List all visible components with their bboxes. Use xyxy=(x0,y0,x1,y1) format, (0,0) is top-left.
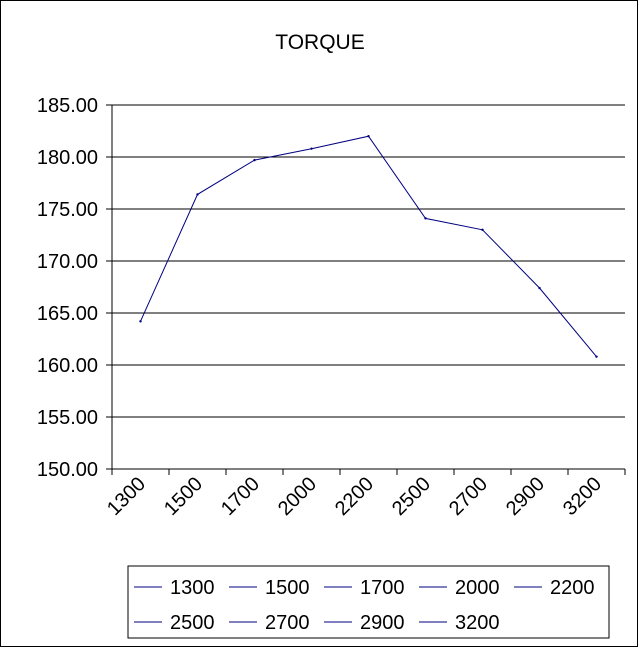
legend-label: 2000 xyxy=(455,577,500,599)
x-tick-label: 2200 xyxy=(331,473,378,520)
data-point xyxy=(253,158,256,162)
data-point xyxy=(310,147,313,150)
legend-label: 1500 xyxy=(265,577,310,599)
legend-label: 1300 xyxy=(170,577,215,599)
data-point xyxy=(424,217,427,220)
y-tick-label: 155.00 xyxy=(37,407,98,429)
legend-box xyxy=(127,565,610,639)
x-tick-label: 2700 xyxy=(445,473,492,520)
x-tick-label: 1700 xyxy=(217,473,264,520)
data-point xyxy=(538,286,541,290)
series-line xyxy=(140,135,597,358)
legend-label: 3200 xyxy=(455,612,500,634)
legend-label: 1700 xyxy=(360,577,405,599)
y-tick-label: 175.00 xyxy=(37,199,98,221)
data-point xyxy=(595,355,598,358)
legend-label: 2700 xyxy=(265,612,310,634)
y-tick-label: 170.00 xyxy=(37,251,98,273)
data-point xyxy=(139,320,142,323)
plot-area: 150.00 155.00 160.00 165.00 170.00 175.00 180.… xyxy=(37,95,626,520)
data-point xyxy=(196,193,199,196)
y-tick-label: 185.00 xyxy=(37,95,98,117)
y-tick-label: 160.00 xyxy=(37,355,98,377)
legend-label: 2200 xyxy=(550,577,595,599)
x-tick-label: 1300 xyxy=(103,473,150,520)
chart-title: TORQUE xyxy=(275,31,364,54)
x-tick-label: 2000 xyxy=(274,473,321,520)
legend-label: 2900 xyxy=(360,612,405,634)
data-point xyxy=(481,228,484,231)
x-tick-label: 2500 xyxy=(388,473,435,520)
x-tick-label: 1500 xyxy=(160,473,207,520)
x-tick-label: 3200 xyxy=(559,473,606,520)
y-tick-label: 165.00 xyxy=(37,303,98,325)
data-point xyxy=(367,135,370,138)
y-tick-label: 180.00 xyxy=(37,147,98,169)
legend-label: 2500 xyxy=(170,612,215,634)
legend: 1300 1500 1700 2000 2200 2500 2700 2900 3200 xyxy=(127,565,610,639)
y-tick-label: 150.00 xyxy=(37,459,98,481)
x-tick-label: 2900 xyxy=(502,473,549,520)
